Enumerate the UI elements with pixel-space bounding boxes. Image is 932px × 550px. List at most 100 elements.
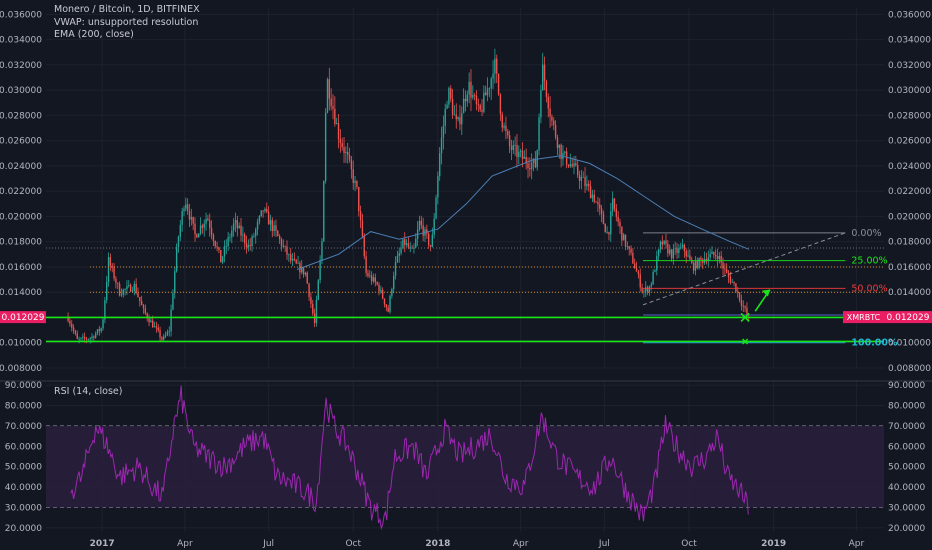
target-marker[interactable] bbox=[740, 312, 750, 323]
candle-body bbox=[129, 284, 132, 292]
candle-body bbox=[188, 210, 191, 220]
candle-body bbox=[262, 210, 264, 212]
candle-body bbox=[216, 246, 218, 248]
candle-body bbox=[415, 238, 417, 248]
rsi-band bbox=[46, 425, 884, 508]
y-tick-label: 0.010000 bbox=[0, 339, 42, 349]
y-tick-label: 0.036000 bbox=[888, 10, 931, 20]
ema-legend[interactable]: EMA (200, close) bbox=[54, 29, 134, 40]
candle-body bbox=[150, 320, 152, 323]
candle-body bbox=[464, 98, 467, 102]
candle-body bbox=[567, 164, 570, 167]
candle-body bbox=[488, 88, 491, 90]
candle-body bbox=[472, 94, 474, 98]
candle-body bbox=[726, 269, 728, 273]
candle-body bbox=[720, 255, 722, 263]
candle-body bbox=[626, 246, 629, 248]
y-axis-left: 0.036000 0.034000 0.032000 0.030000 0.028000… bbox=[0, 10, 42, 374]
candle-body bbox=[479, 104, 481, 110]
candle-body bbox=[148, 318, 150, 323]
target-marker[interactable] bbox=[742, 338, 749, 345]
candle-body bbox=[470, 81, 472, 98]
candle-body bbox=[668, 249, 671, 254]
candle-body bbox=[622, 234, 625, 241]
y-tick-label: 0.008000 bbox=[888, 364, 931, 374]
candle-body bbox=[628, 246, 630, 249]
candle-body bbox=[503, 125, 505, 128]
candle-body bbox=[659, 241, 662, 250]
candle-body bbox=[565, 151, 568, 165]
y-tick-label: 0.022000 bbox=[0, 187, 42, 197]
candle-body bbox=[483, 92, 485, 112]
x-tick-label: 2018 bbox=[425, 539, 450, 549]
candle-body bbox=[575, 163, 577, 166]
up-arrow-head[interactable] bbox=[761, 289, 770, 297]
candle-body bbox=[312, 303, 314, 314]
candle-body bbox=[586, 183, 588, 187]
candle-body bbox=[369, 275, 371, 277]
y-tick-label: 0.020000 bbox=[888, 212, 931, 222]
candle-body bbox=[304, 272, 307, 275]
annotations[interactable] bbox=[740, 289, 771, 345]
candle-body bbox=[556, 137, 559, 148]
candle-body bbox=[510, 146, 513, 150]
y-tick-label: 0.016000 bbox=[888, 263, 931, 273]
candle-body bbox=[457, 117, 459, 120]
candle-body bbox=[321, 241, 323, 261]
candle-body bbox=[181, 211, 183, 225]
rsi-legend[interactable]: RSI (14, close) bbox=[54, 386, 123, 397]
candle-body bbox=[650, 284, 652, 287]
candle-body bbox=[674, 248, 676, 250]
candle-body bbox=[742, 305, 744, 307]
candle-body bbox=[444, 108, 446, 126]
candle-body bbox=[348, 155, 351, 160]
candle-body bbox=[378, 284, 380, 292]
candle-body bbox=[709, 253, 711, 258]
candle-body bbox=[330, 98, 332, 107]
y-tick-label: 0.018000 bbox=[888, 238, 931, 248]
fib-level-label: 50.00% bbox=[851, 283, 887, 294]
candle-body bbox=[280, 239, 283, 247]
candle-body bbox=[687, 255, 689, 257]
candle-body bbox=[494, 58, 496, 74]
candle-body bbox=[339, 139, 342, 144]
candle-body bbox=[569, 164, 572, 167]
candle-body bbox=[267, 211, 270, 225]
candle-body bbox=[361, 220, 364, 237]
candle-body bbox=[197, 233, 200, 238]
candle-body bbox=[394, 262, 397, 276]
candle-body bbox=[323, 180, 325, 242]
price-tag-right bbox=[884, 311, 932, 324]
candle-body bbox=[657, 249, 660, 257]
candle-body bbox=[542, 64, 544, 91]
candle-body bbox=[617, 216, 619, 222]
vwap-legend[interactable]: VWAP: unsupported resolution bbox=[54, 17, 199, 28]
candle-body bbox=[523, 156, 526, 159]
candle-body bbox=[229, 236, 231, 238]
fib-trend-line[interactable] bbox=[642, 232, 846, 306]
candle-body bbox=[157, 327, 159, 331]
candle-body bbox=[746, 307, 748, 314]
candle-body bbox=[554, 124, 557, 138]
current-price-left: 0.012029 bbox=[2, 313, 45, 323]
x-tick-label: Apr bbox=[849, 539, 865, 549]
candle-body bbox=[681, 244, 684, 248]
candle-body bbox=[532, 158, 535, 163]
candle-body bbox=[610, 211, 612, 235]
candle-body bbox=[120, 294, 123, 296]
candle-body bbox=[170, 309, 172, 332]
candle-body bbox=[289, 254, 292, 261]
candle-body bbox=[69, 320, 71, 324]
candle-body bbox=[705, 259, 708, 262]
candle-body bbox=[137, 293, 139, 297]
candle-body bbox=[209, 220, 211, 229]
candle-body bbox=[543, 64, 546, 82]
x-tick-label: Apr bbox=[513, 539, 529, 549]
candle-body bbox=[593, 194, 595, 202]
candles bbox=[67, 48, 750, 344]
candle-body bbox=[163, 336, 165, 340]
candle-body bbox=[735, 283, 737, 292]
price-tags: 0.012029 XMRBTC 0.012029 bbox=[0, 311, 932, 324]
y-tick-label: 0.016000 bbox=[0, 263, 42, 273]
